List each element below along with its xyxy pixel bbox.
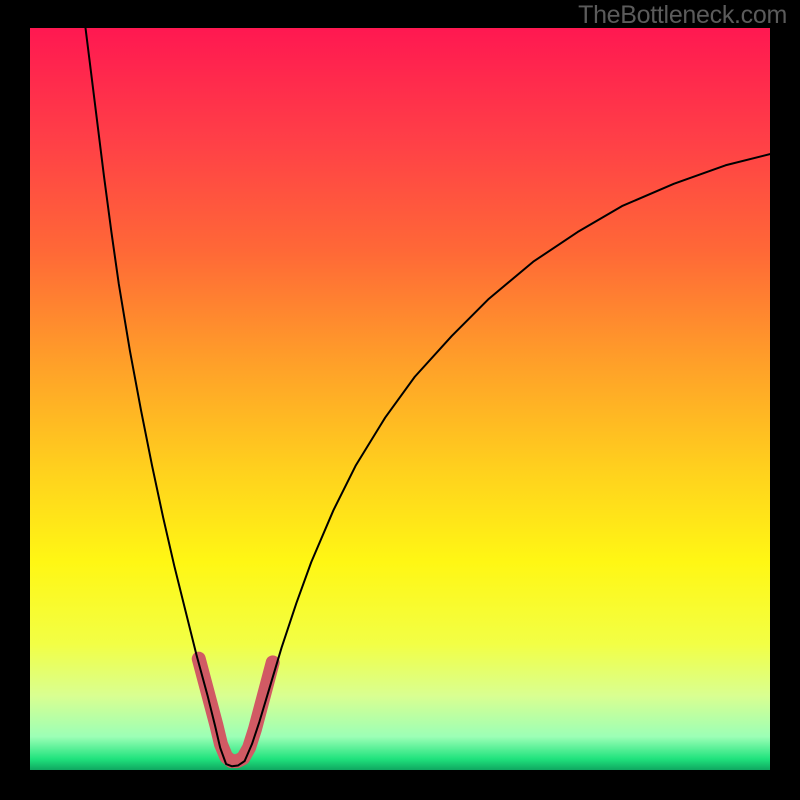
plot-svg <box>30 28 770 770</box>
plot-background <box>30 28 770 770</box>
plot-area <box>30 28 770 770</box>
watermark-text: TheBottleneck.com <box>578 1 787 30</box>
